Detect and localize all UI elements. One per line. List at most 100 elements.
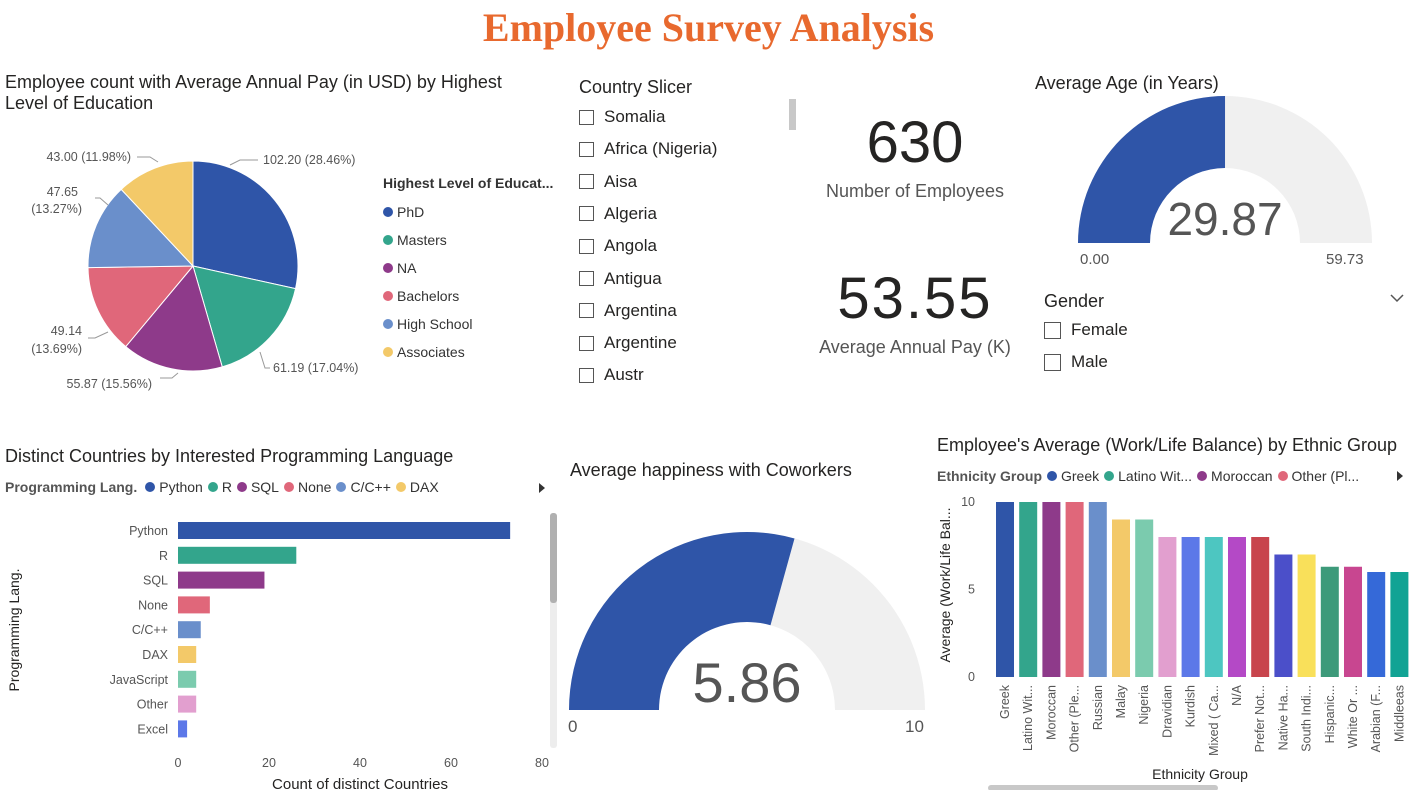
lang-category-label: Other [137, 698, 168, 712]
wlb-category-label: Mixed ( Ca... [1207, 685, 1221, 756]
pie-slice-bachelors [87, 265, 195, 348]
lang-bar-other [178, 695, 197, 713]
lang-scrollbar-thumb[interactable] [550, 513, 557, 603]
wlb-category-label: Native Ha... [1276, 685, 1290, 750]
country-option-label: Africa (Nigeria) [604, 139, 718, 159]
lang-x-tick: 20 [262, 756, 276, 770]
wlb-bar [1297, 554, 1316, 677]
age-gauge-value: 29.87 [1167, 193, 1282, 245]
pie-data-label: (13.69%) [31, 342, 82, 356]
country-option[interactable]: Austr [579, 363, 644, 387]
lang-chart-title: Distinct Countries by Interested Program… [5, 446, 454, 466]
pie-title-line1: Employee count with Average Annual Pay (… [5, 72, 502, 92]
legend-dot-icon [145, 482, 156, 492]
lang-legend-label: C/C++ [350, 479, 391, 495]
gender-option[interactable]: Male [1044, 350, 1108, 374]
wlb-bar [1390, 572, 1409, 677]
pie-data-label: 61.19 (17.04%) [273, 361, 358, 375]
education-pie-chart[interactable]: 102.20 (28.46%) 61.19 (17.04%) 55.87 (15.5… [0, 120, 570, 400]
pie-legend-item: NA [383, 254, 473, 282]
lang-category-label: C/C++ [132, 623, 168, 637]
lang-category-label: R [159, 549, 168, 563]
lang-category-label: Excel [137, 722, 168, 736]
age-gauge-min: 0.00 [1080, 251, 1110, 268]
pie-data-label: 102.20 (28.46%) [263, 153, 355, 167]
pie-slice-associates [120, 160, 194, 268]
checkbox-icon [579, 367, 594, 383]
gender-slicer-dropdown-icon[interactable] [1389, 290, 1405, 306]
country-option[interactable]: Algeria [579, 202, 657, 226]
legend-dot-icon [383, 207, 393, 217]
wlb-legend-item: Greek [1047, 468, 1099, 484]
pie-legend-label: PhD [397, 204, 425, 220]
wlb-bar [1181, 537, 1200, 677]
lang-category-label: None [138, 598, 168, 612]
wlb-category-label: Middleeas [1392, 685, 1406, 742]
age-gauge-fill [1078, 96, 1226, 243]
country-option-label: Somalia [604, 107, 666, 126]
wlb-bar-chart[interactable]: 0 5 10 Greek Latino Wit... Moroccan Other (Ple… [930, 490, 1415, 790]
lang-legend-label: None [297, 479, 332, 495]
wlb-scrollbar-thumb[interactable] [988, 785, 1218, 790]
wlb-bar [996, 502, 1014, 677]
pie-leader-line [88, 331, 109, 339]
lang-legend-item: R [207, 479, 232, 495]
lang-x-axis-title: Count of distinct Countries [272, 776, 448, 793]
legend-dot-icon [383, 263, 393, 273]
country-option[interactable]: Africa (Nigeria) [579, 137, 717, 161]
gender-slicer-title: Gender [1044, 291, 1105, 311]
legend-dot-icon [1104, 471, 1115, 481]
happiness-gauge-value: 5.86 [693, 651, 802, 714]
lang-legend-label: R [221, 479, 232, 495]
wlb-legend-item: Moroccan [1197, 468, 1273, 484]
wlb-bar [1251, 537, 1270, 677]
lang-legend-title: Programming Lang. [5, 479, 138, 495]
happiness-gauge[interactable]: 5.86 [560, 520, 935, 715]
lang-legend-next-icon[interactable] [537, 481, 547, 495]
wlb-legend-next-icon[interactable] [1395, 469, 1405, 483]
country-option[interactable]: Argentine [579, 331, 677, 355]
pie-legend-item: Masters [383, 226, 473, 254]
wlb-category-label: Malay [1114, 684, 1128, 718]
happiness-gauge-title: Average happiness with Coworkers [570, 460, 852, 480]
wlb-legend-label: Other (Pl... [1291, 468, 1360, 484]
gender-option[interactable]: Female [1044, 318, 1128, 342]
lang-bar-chart[interactable]: Python R SQL None C/C++ DAX JavaScript Other Exc… [0, 505, 565, 793]
legend-dot-icon [207, 482, 218, 492]
pie-data-label: 47.65 [47, 185, 78, 199]
country-option[interactable]: Somalia [579, 105, 665, 129]
pie-legend-label: Masters [397, 232, 447, 248]
lang-x-tick: 40 [353, 756, 367, 770]
lang-category-label: SQL [143, 574, 168, 588]
country-option[interactable]: Argentina [579, 299, 677, 323]
wlb-bar [1274, 554, 1293, 677]
employee-count-label: Number of Employees [825, 181, 1005, 201]
country-option[interactable]: Angola [579, 234, 657, 258]
checkbox-icon [579, 206, 594, 222]
age-gauge[interactable]: 29.87 [1060, 90, 1390, 250]
pie-legend-title: Highest Level of Educat... [383, 175, 554, 191]
wlb-category-label: N/A [1230, 684, 1244, 706]
country-slicer-scrollbar[interactable] [789, 99, 796, 130]
pie-legend-item: PhD [383, 198, 473, 226]
wlb-category-label: Moroccan [1044, 685, 1058, 740]
lang-legend: Programming Lang. Python R SQL None C/C++ DAX [5, 479, 444, 495]
pie-leader-line [137, 156, 159, 163]
employee-count-value: 630 [866, 110, 964, 175]
lang-bar-dax [178, 646, 197, 663]
country-slicer-title: Country Slicer [579, 77, 693, 97]
wlb-y-axis-title: Average (Work/Life Bal... [937, 507, 953, 662]
legend-dot-icon [336, 482, 347, 492]
lang-bar-javascript [178, 670, 197, 688]
wlb-legend-title: Ethnicity Group [937, 468, 1042, 484]
wlb-bar [1135, 519, 1154, 677]
wlb-category-label: Kurdish [1184, 685, 1198, 727]
wlb-legend-label: Greek [1061, 468, 1100, 484]
country-option[interactable]: Antigua [579, 267, 662, 291]
pie-leader-line [229, 159, 258, 166]
checkbox-icon [1044, 321, 1061, 339]
age-gauge-max: 59.73 [1326, 251, 1364, 268]
legend-dot-icon [383, 347, 393, 357]
wlb-category-label: Latino Wit... [1021, 685, 1035, 751]
country-option[interactable]: Aisa [579, 170, 637, 194]
